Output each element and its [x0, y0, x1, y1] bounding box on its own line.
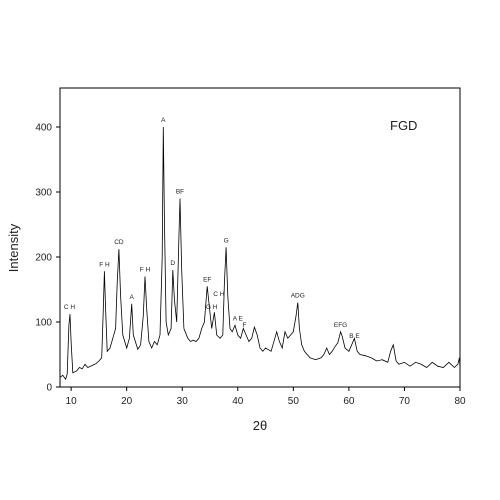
x-tick-label: 40 [232, 396, 244, 407]
peak-label: G [224, 237, 229, 244]
peak-label: ADG [291, 293, 305, 300]
peak-label: F H [140, 267, 151, 274]
y-tick-label: 300 [35, 188, 52, 199]
x-tick-label: 50 [288, 396, 300, 407]
peak-label: BF [176, 189, 184, 196]
x-tick-label: 30 [177, 396, 189, 407]
peak-label: A [161, 117, 166, 124]
peak-label: EFG [334, 322, 347, 329]
x-tick-label: 70 [399, 396, 411, 407]
y-tick-label: 400 [35, 123, 52, 134]
peak-label: A [129, 294, 134, 301]
x-axis-title: 2θ [253, 418, 267, 433]
x-tick-label: 20 [121, 396, 133, 407]
x-tick-label: 80 [454, 396, 466, 407]
plot-frame [59, 87, 461, 388]
peak-label: CD [114, 239, 124, 246]
y-tick-label: 200 [35, 253, 52, 264]
y-tick-label: 0 [46, 383, 52, 394]
x-tick-label: 60 [343, 396, 355, 407]
tick-labels: 10 20 30 40 50 60 70 80 0 100 200 300 400 [35, 123, 466, 408]
peak-label: EF [203, 276, 211, 283]
peak-label: F H [99, 261, 110, 268]
peak-label: A E [233, 315, 244, 322]
peak-label: B E [349, 333, 360, 340]
peak-label: F [242, 322, 246, 329]
peak-label: D [170, 260, 175, 267]
peak-label: C H [213, 291, 225, 298]
peak-label: G H [206, 304, 218, 311]
series-line [59, 126, 461, 381]
legend-label: FGD [390, 118, 417, 133]
axis-ticks [56, 126, 461, 391]
y-tick-label: 100 [35, 318, 52, 329]
peak-label: C H [64, 304, 76, 311]
x-tick-label: 10 [66, 396, 78, 407]
y-axis-title: Intensity [6, 223, 21, 272]
